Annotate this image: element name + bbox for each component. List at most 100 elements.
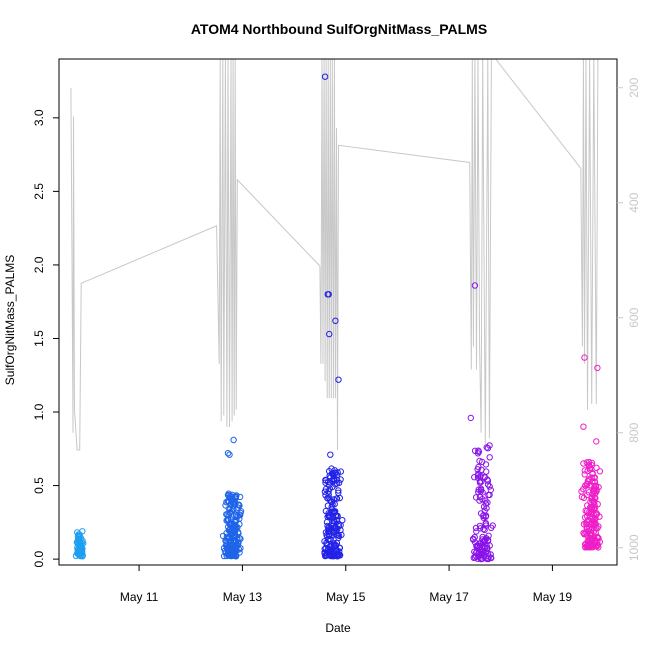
data-point [225,535,232,542]
data-point [328,533,336,540]
data-point [478,478,485,485]
data-point [582,482,589,489]
series-4-points [467,282,496,563]
data-point [333,527,340,535]
data-point [330,475,337,483]
data-point [335,489,342,496]
data-point [226,493,234,500]
data-point [236,502,243,509]
data-point-outlier [593,438,600,445]
data-point [231,523,239,530]
data-point [591,505,598,513]
data-point-outlier [594,364,601,372]
data-point [486,542,493,549]
data-point [580,494,588,502]
data-point [232,538,240,546]
data-point [484,536,492,544]
data-point [585,540,592,548]
y-tick-label: 1.0 [32,403,46,420]
data-point [584,502,591,509]
altitude-track-layer [70,59,599,451]
data-point [484,499,491,506]
data-point [482,500,489,507]
data-point [470,535,477,542]
data-point [224,523,232,531]
data-point [586,531,594,539]
right-axis: 200 400 600 800 1000 [617,77,641,561]
data-point [477,472,484,479]
data-point [327,474,334,481]
data-point [596,468,604,475]
data-point [322,476,329,484]
data-point [322,529,330,536]
data-point [585,461,592,468]
data-point-outlier [471,282,479,289]
data-point [482,520,489,527]
data-point [332,508,339,515]
data-point [230,505,237,513]
data-point [484,445,492,452]
data-point [474,450,482,457]
plot-frame [58,58,618,566]
data-point-outlier [230,436,237,444]
data-point [329,550,336,557]
data-point [582,541,589,548]
data-point [592,529,599,536]
right-tick-label: 800 [627,422,641,442]
data-point [586,536,593,543]
data-point [483,542,490,550]
data-point [230,552,238,559]
x-tick-label: May 17 [429,590,469,604]
y-axis-label: SulfOrgNitMass_PALMS [3,255,17,385]
data-point [587,532,595,540]
data-point [337,468,344,475]
data-point [589,497,596,504]
data-point [331,508,338,516]
data-points-layer [72,73,604,563]
data-point-outlier [326,330,333,338]
y-tick-label: 2.0 [32,256,46,273]
data-point [580,485,587,493]
data-point [326,513,333,520]
data-point [325,510,332,517]
x-tick-label: May 11 [120,590,159,604]
data-point [330,496,337,503]
data-point [322,485,330,493]
data-point [328,503,335,510]
data-point [335,523,342,530]
data-point-outlier [581,354,588,361]
right-tick-label: 1000 [627,534,641,561]
series-3-points [321,73,346,560]
data-point [330,551,338,558]
data-point [483,444,490,451]
data-point [330,529,337,536]
data-point [591,486,598,493]
y-tick-label: 0.0 [32,550,46,567]
data-point [237,508,245,515]
series-1-points [72,528,87,560]
data-point [592,537,600,544]
data-point [592,525,599,532]
data-point [589,514,596,521]
data-point [337,476,344,483]
y-tick-label: 3.0 [32,109,46,126]
data-point [583,521,591,528]
data-point [580,521,588,528]
data-point [587,521,594,528]
series-2-points [219,436,245,560]
data-point [334,547,341,554]
data-point [472,524,480,532]
data-point [480,525,487,533]
y-tick-label: 2.5 [32,183,46,200]
data-point [329,508,336,515]
data-point [474,472,482,479]
data-point [591,478,599,486]
x-tick-label: May 19 [533,590,573,604]
right-tick-label: 200 [627,77,641,97]
x-tick-label: May 13 [223,590,263,604]
data-point-outlier [321,73,329,80]
data-point [485,491,492,499]
data-point [236,515,243,522]
data-point [323,539,330,546]
